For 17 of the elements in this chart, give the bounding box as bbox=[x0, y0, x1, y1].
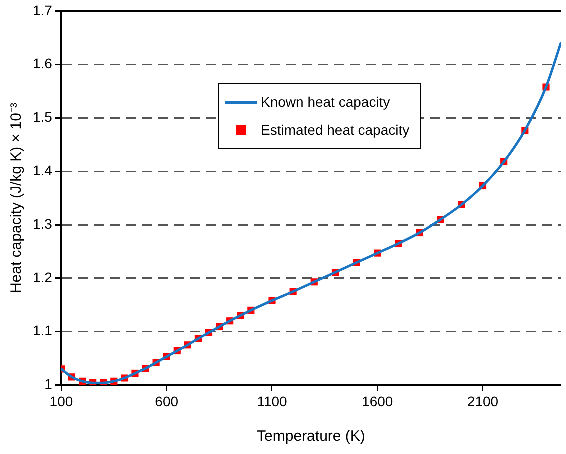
x-tick-label: 1600 bbox=[362, 393, 394, 410]
y-axis-title: Heat capacity (J/kg K) × 10⁻³ bbox=[8, 103, 26, 294]
x-tick-label: 100 bbox=[50, 393, 74, 410]
legend-label: Known heat capacity bbox=[261, 94, 390, 110]
y-tick-label: 1.3 bbox=[32, 216, 53, 232]
x-tick-label: 600 bbox=[155, 393, 179, 410]
x-tick-label: 1100 bbox=[257, 393, 288, 410]
y-tick-label: 1.5 bbox=[32, 109, 53, 126]
y-tick-label: 1 bbox=[44, 376, 53, 392]
legend-label: Estimated heat capacity bbox=[261, 122, 410, 138]
y-tick-label: 1.7 bbox=[32, 2, 53, 18]
x-axis-title: Temperature (K) bbox=[257, 428, 366, 446]
y-tick-label: 1.2 bbox=[32, 269, 53, 286]
x-tick-label: 2100 bbox=[467, 393, 499, 410]
y-tick-label: 1.6 bbox=[32, 56, 53, 72]
y-tick-label: 1.4 bbox=[32, 162, 53, 178]
y-tick-label: 1.1 bbox=[32, 322, 53, 339]
